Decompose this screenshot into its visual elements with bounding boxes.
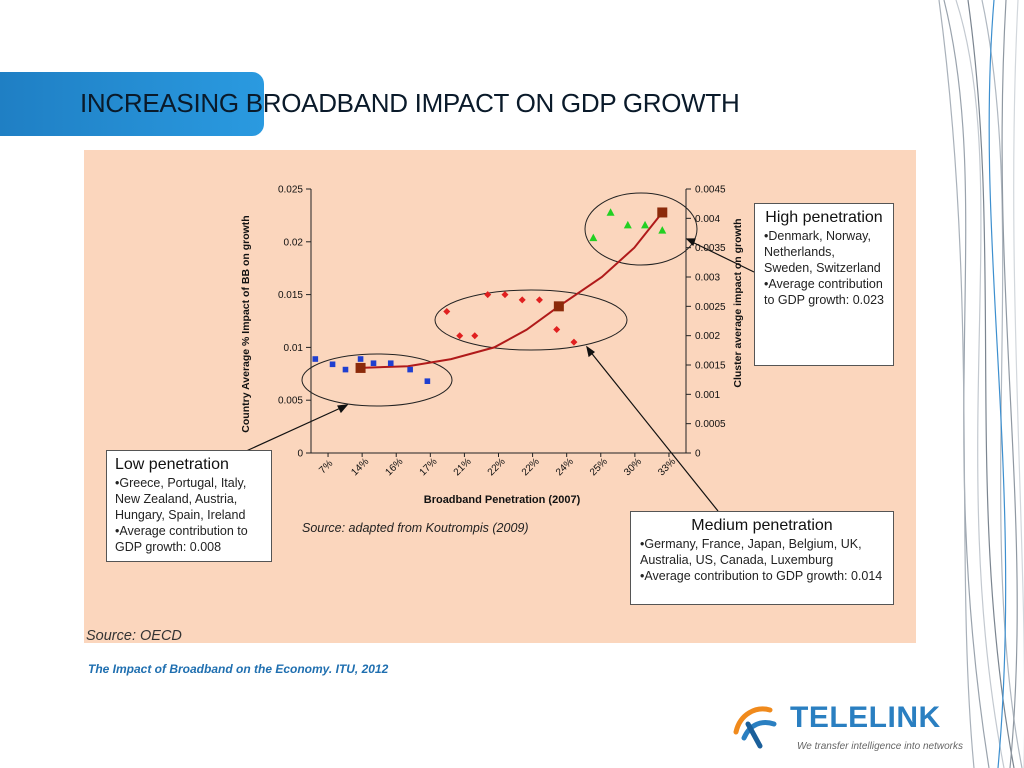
high-penetration-callout: High penetration •Denmark, Norway, Nethe…	[754, 203, 894, 366]
title-accent-band	[0, 72, 264, 136]
chart-source-note: Source: adapted from Koutrompis (2009)	[302, 521, 529, 535]
low-arrow	[243, 405, 346, 453]
x-tick-label: 33%	[656, 456, 678, 478]
reference-link[interactable]: The Impact of Broadband on the Economy. …	[88, 662, 389, 676]
high-penetration-point	[658, 226, 667, 234]
cluster-average-point	[553, 301, 564, 312]
medium-callout-title: Medium penetration	[691, 517, 833, 534]
medium-penetration-point	[443, 307, 451, 315]
low-penetration-point	[387, 360, 394, 367]
medium-callout-average: •Average contribution to GDP growth: 0.0…	[640, 569, 883, 583]
y-tick-label: 0	[297, 449, 303, 460]
trend-line	[360, 211, 664, 369]
high-callout-average: •Average contribution to GDP growth: 0.0…	[764, 277, 884, 307]
y2-tick-label: 0.0015	[695, 361, 726, 372]
gdp-broadband-chart: 0 0.005 0.01 0.015 0.02 0.025 0 0.0005 0.001 0.00…	[240, 185, 755, 512]
telelink-logo-icon	[733, 706, 777, 749]
y-tick-label: 0.015	[278, 290, 303, 301]
y2-tick-label: 0.0045	[695, 185, 726, 196]
y2-tick-label: 0.002	[695, 331, 720, 342]
low-penetration-point	[312, 356, 319, 362]
x-axis-label: Broadband Penetration (2007)	[424, 494, 581, 506]
medium-penetration-point	[484, 291, 492, 299]
low-callout-countries: •Greece, Portugal, Italy, New Zealand, A…	[115, 476, 247, 522]
x-tick-label: 30%	[622, 456, 644, 478]
y2-tick-label: 0.003	[695, 273, 720, 284]
y-tick-label: 0.025	[278, 185, 303, 196]
low-callout-title: Low penetration	[115, 456, 229, 473]
x-tick-label: 7%	[317, 458, 335, 476]
low-penetration-point	[357, 356, 364, 362]
y2-tick-label: 0.0005	[695, 419, 726, 430]
medium-penetration-point	[471, 332, 479, 340]
high-arrowhead	[685, 238, 696, 247]
x-tick-label: 21%	[452, 456, 474, 478]
chart-panel: 0 0.005 0.01 0.015 0.02 0.025 0 0.0005 0.001 0.00…	[84, 150, 916, 644]
high-callout-title: High penetration	[765, 209, 883, 226]
y-tick-label: 0.01	[284, 343, 304, 354]
cluster-ellipses	[301, 192, 698, 407]
high-penetration-point	[623, 220, 632, 229]
y2-tick-label: 0	[695, 449, 701, 460]
cluster-average-point	[657, 207, 668, 218]
cluster-average-point	[355, 362, 366, 373]
low-arrowhead	[337, 404, 349, 414]
y2-tick-label: 0.001	[695, 390, 720, 401]
decorative-lines	[938, 0, 1024, 768]
low-penetration-point	[370, 360, 377, 367]
medium-penetration-point	[501, 291, 509, 299]
x-tick-label: 25%	[588, 456, 610, 478]
y-tick-label: 0.02	[284, 237, 304, 248]
medium-penetration-callout: Medium penetration •Germany, France, Jap…	[630, 511, 894, 605]
y2-tick-label: 0.0035	[695, 243, 726, 254]
high-callout-countries: •Denmark, Norway, Netherlands, Sweden, S…	[764, 229, 881, 275]
high-penetration-point	[641, 220, 650, 229]
low-penetration-point	[407, 366, 413, 373]
high-penetration-point	[589, 233, 598, 242]
logo-tagline: We transfer intelligence into networks	[797, 741, 964, 752]
y2-tick-label: 0.0025	[695, 302, 726, 313]
y-axis-label: Country Average % Impact of BB on growth	[240, 215, 252, 432]
low-callout-average: •Average contribution to GDP growth: 0.0…	[115, 524, 248, 554]
y2-axis-label: Cluster average impact on growth	[732, 218, 744, 387]
medium-callout-countries: •Germany, France, Japan, Belgium, UK, Au…	[640, 537, 862, 567]
medium-penetration-point	[518, 296, 526, 304]
x-tick-label: 16%	[383, 456, 405, 478]
low-cluster-ellipse	[301, 353, 453, 407]
high-arrow	[689, 240, 755, 273]
medium-penetration-point	[553, 325, 561, 333]
medium-arrowhead	[586, 345, 595, 358]
y2-tick-label: 0.004	[695, 214, 720, 225]
x-tick-label: 24%	[554, 456, 576, 478]
x-tick-label: 14%	[349, 456, 371, 478]
callout-arrows	[243, 238, 755, 512]
medium-penetration-point	[535, 296, 543, 304]
logo-wordmark: TELELINK	[790, 701, 941, 734]
medium-penetration-point	[456, 332, 464, 340]
high-cluster-ellipse	[584, 192, 698, 266]
medium-cluster-ellipse	[434, 289, 628, 351]
low-penetration-callout: Low penetration •Greece, Portugal, Italy…	[106, 450, 272, 562]
low-penetration-point	[342, 366, 349, 373]
oecd-source: Source: OECD	[86, 628, 182, 644]
medium-arrow	[588, 349, 719, 512]
x-tick-label: 22%	[486, 456, 508, 478]
y-tick-label: 0.005	[278, 396, 303, 407]
low-penetration-point	[424, 378, 431, 384]
low-penetration-point	[329, 361, 336, 368]
x-tick-label: 17%	[418, 456, 440, 478]
medium-penetration-point	[570, 338, 578, 346]
slide-title: INCREASING BROADBAND IMPACT ON GDP GROWT…	[80, 88, 740, 118]
x-tick-label: 22%	[520, 456, 542, 478]
high-penetration-point	[606, 208, 615, 216]
